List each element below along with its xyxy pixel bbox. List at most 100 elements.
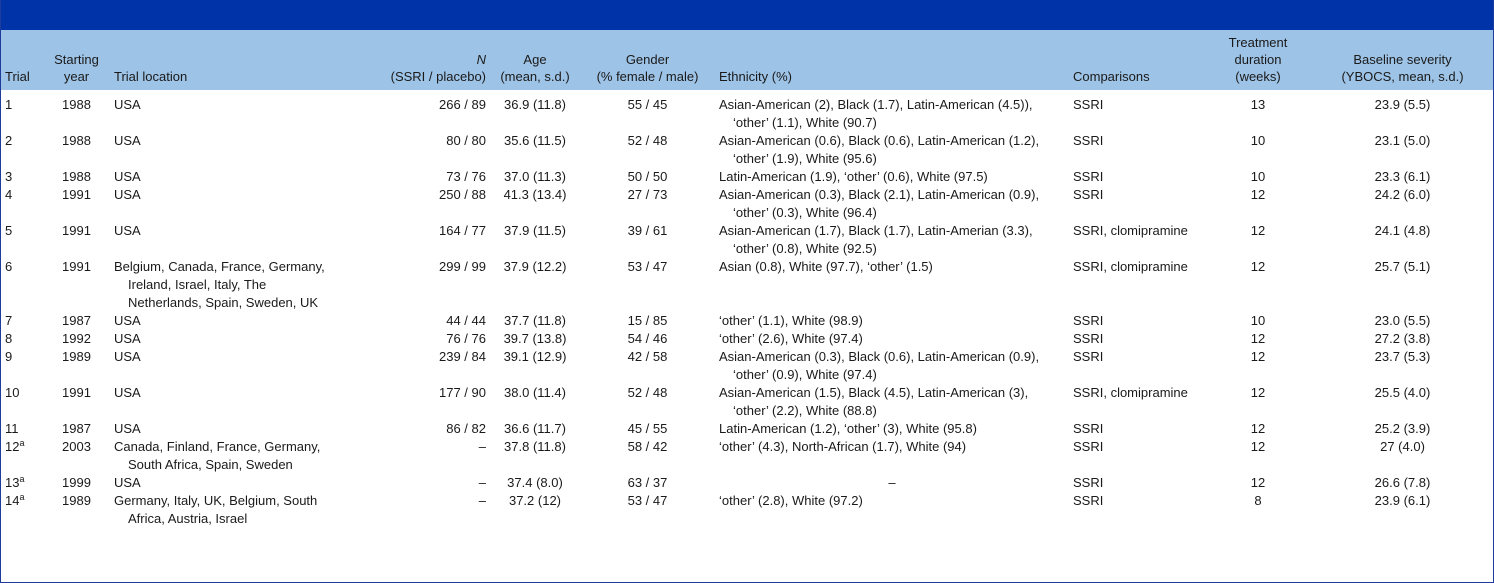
location-line: USA bbox=[114, 421, 141, 436]
cell-comparisons: SSRI, clomipramine bbox=[1069, 384, 1204, 420]
location-line: USA bbox=[114, 97, 141, 112]
table-row: 11 1987 USA 86 / 82 36.6 (11.7) 45 / 55 Latin-… bbox=[1, 420, 1493, 438]
sample-size: 76 / 76 bbox=[446, 331, 486, 346]
cell-n: – bbox=[360, 438, 490, 474]
cell-severity: 23.1 (5.0) bbox=[1312, 132, 1493, 168]
table-row: 2 1988 USA 80 / 80 35.6 (11.5) 52 / 48 Asian-A… bbox=[1, 132, 1493, 168]
header-ethnicity: Ethnicity (%) bbox=[715, 30, 1069, 90]
cell-n: 177 / 90 bbox=[360, 384, 490, 420]
cell-starting-year: 1987 bbox=[43, 312, 110, 330]
cell-trial: 10 bbox=[1, 384, 43, 420]
cell-duration: 10 bbox=[1204, 132, 1312, 168]
location-line: USA bbox=[114, 133, 141, 148]
age-value: 35.6 (11.5) bbox=[504, 133, 566, 148]
ethnicity-line: ‘other’ (1.1), White (90.7) bbox=[733, 115, 877, 130]
cell-severity: 25.7 (5.1) bbox=[1312, 258, 1493, 312]
cell-severity: 23.0 (5.5) bbox=[1312, 312, 1493, 330]
cell-severity: 23.9 (6.1) bbox=[1312, 492, 1493, 528]
starting-year: 1988 bbox=[62, 97, 91, 112]
cell-trial: 5 bbox=[1, 222, 43, 258]
header-starting-year: Starting year bbox=[43, 30, 110, 90]
age-value: 37.8 (11.8) bbox=[504, 439, 566, 454]
duration-value: 10 bbox=[1250, 133, 1266, 148]
cell-location: Canada, Finland, France, Germany, South A… bbox=[110, 438, 360, 474]
cell-n: – bbox=[360, 492, 490, 528]
cell-age: 37.7 (11.8) bbox=[490, 312, 580, 330]
ethnicity-line: Asian-American (0.6), Black (0.6), Latin… bbox=[719, 133, 1040, 148]
ethnicity-line: ‘other’ (4.3), North-African (1.7), Whit… bbox=[719, 439, 967, 454]
cell-duration: 12 bbox=[1204, 438, 1312, 474]
comparisons-value: SSRI, clomipramine bbox=[1073, 259, 1188, 274]
age-value: 37.0 (11.3) bbox=[504, 169, 566, 184]
cell-location: USA bbox=[110, 474, 360, 492]
duration-value: 12 bbox=[1250, 223, 1266, 238]
starting-year: 1987 bbox=[62, 313, 91, 328]
table-row: 12a 2003 Canada, Finland, France, Germany,… bbox=[1, 438, 1493, 474]
cell-duration: 12 bbox=[1204, 420, 1312, 438]
severity-value: 23.9 (5.5) bbox=[1374, 97, 1431, 112]
duration-value: 12 bbox=[1250, 439, 1266, 454]
cell-n: 266 / 89 bbox=[360, 90, 490, 132]
cell-age: 37.9 (11.5) bbox=[490, 222, 580, 258]
trial-number: 4 bbox=[5, 187, 13, 202]
starting-year: 2003 bbox=[62, 439, 91, 454]
location-line: USA bbox=[114, 475, 141, 490]
trial-number: 6 bbox=[5, 259, 13, 274]
severity-value: 23.3 (6.1) bbox=[1374, 169, 1431, 184]
comparisons-value: SSRI bbox=[1073, 475, 1104, 490]
cell-duration: 8 bbox=[1204, 492, 1312, 528]
duration-value: 12 bbox=[1250, 349, 1266, 364]
cell-n: 73 / 76 bbox=[360, 168, 490, 186]
duration-value: 12 bbox=[1250, 331, 1266, 346]
trial-number: 10 bbox=[5, 385, 20, 400]
cell-gender: 53 / 47 bbox=[580, 258, 715, 312]
comparisons-value: SSRI bbox=[1073, 97, 1104, 112]
cell-starting-year: 1989 bbox=[43, 492, 110, 528]
gender-value: 58 / 42 bbox=[627, 439, 668, 454]
sample-size: – bbox=[478, 493, 486, 508]
duration-value: 12 bbox=[1250, 475, 1266, 490]
duration-value: 10 bbox=[1250, 169, 1266, 184]
sample-size: 73 / 76 bbox=[446, 169, 486, 184]
cell-comparisons: SSRI bbox=[1069, 90, 1204, 132]
sample-size: 177 / 90 bbox=[439, 385, 486, 400]
cell-age: 41.3 (13.4) bbox=[490, 186, 580, 222]
trial-number: 7 bbox=[5, 313, 13, 328]
cell-gender: 55 / 45 bbox=[580, 90, 715, 132]
gender-value: 52 / 48 bbox=[627, 133, 668, 148]
ethnicity-line: Asian (0.8), White (97.7), ‘other’ (1.5) bbox=[719, 259, 933, 274]
location-line: USA bbox=[114, 385, 141, 400]
ethnicity-line: Latin-American (1.9), ‘other’ (0.6), Whi… bbox=[719, 169, 988, 184]
cell-age: 37.9 (12.2) bbox=[490, 258, 580, 312]
cell-trial: 12a bbox=[1, 438, 43, 474]
cell-location: USA bbox=[110, 348, 360, 384]
cell-n: 299 / 99 bbox=[360, 258, 490, 312]
severity-value: 25.7 (5.1) bbox=[1374, 259, 1431, 274]
sample-size: 164 / 77 bbox=[439, 223, 486, 238]
trial-number: 11 bbox=[5, 421, 19, 436]
table-row: 13a 1999 USA – 37.4 (8.0) 63 / 37 – SSRI 12 26.6 … bbox=[1, 474, 1493, 492]
table-title-bar bbox=[1, 0, 1493, 30]
severity-value: 23.1 (5.0) bbox=[1374, 133, 1431, 148]
cell-trial: 8 bbox=[1, 330, 43, 348]
cell-gender: 15 / 85 bbox=[580, 312, 715, 330]
cell-comparisons: SSRI bbox=[1069, 330, 1204, 348]
cell-age: 38.0 (11.4) bbox=[490, 384, 580, 420]
age-value: 38.0 (11.4) bbox=[504, 385, 566, 400]
sample-size: 44 / 44 bbox=[446, 313, 486, 328]
age-value: 37.2 (12) bbox=[508, 493, 562, 508]
comparisons-value: SSRI bbox=[1073, 133, 1104, 148]
cell-trial: 9 bbox=[1, 348, 43, 384]
header-comparisons: Comparisons bbox=[1069, 30, 1204, 90]
gender-value: 63 / 37 bbox=[627, 475, 668, 490]
ethnicity-line: Asian-American (2), Black (1.7), Latin-A… bbox=[719, 97, 1033, 112]
cell-ethnicity: Asian-American (2), Black (1.7), Latin-A… bbox=[715, 90, 1069, 132]
cell-severity: 24.2 (6.0) bbox=[1312, 186, 1493, 222]
cell-severity: 24.1 (4.8) bbox=[1312, 222, 1493, 258]
table-body: 1 1988 USA 266 / 89 36.9 (11.8) 55 / 45 Asian-… bbox=[1, 90, 1493, 528]
cell-starting-year: 1988 bbox=[43, 90, 110, 132]
comparisons-value: SSRI bbox=[1073, 331, 1104, 346]
comparisons-value: SSRI bbox=[1073, 439, 1104, 454]
footnote-marker: a bbox=[19, 492, 25, 502]
cell-comparisons: SSRI bbox=[1069, 420, 1204, 438]
